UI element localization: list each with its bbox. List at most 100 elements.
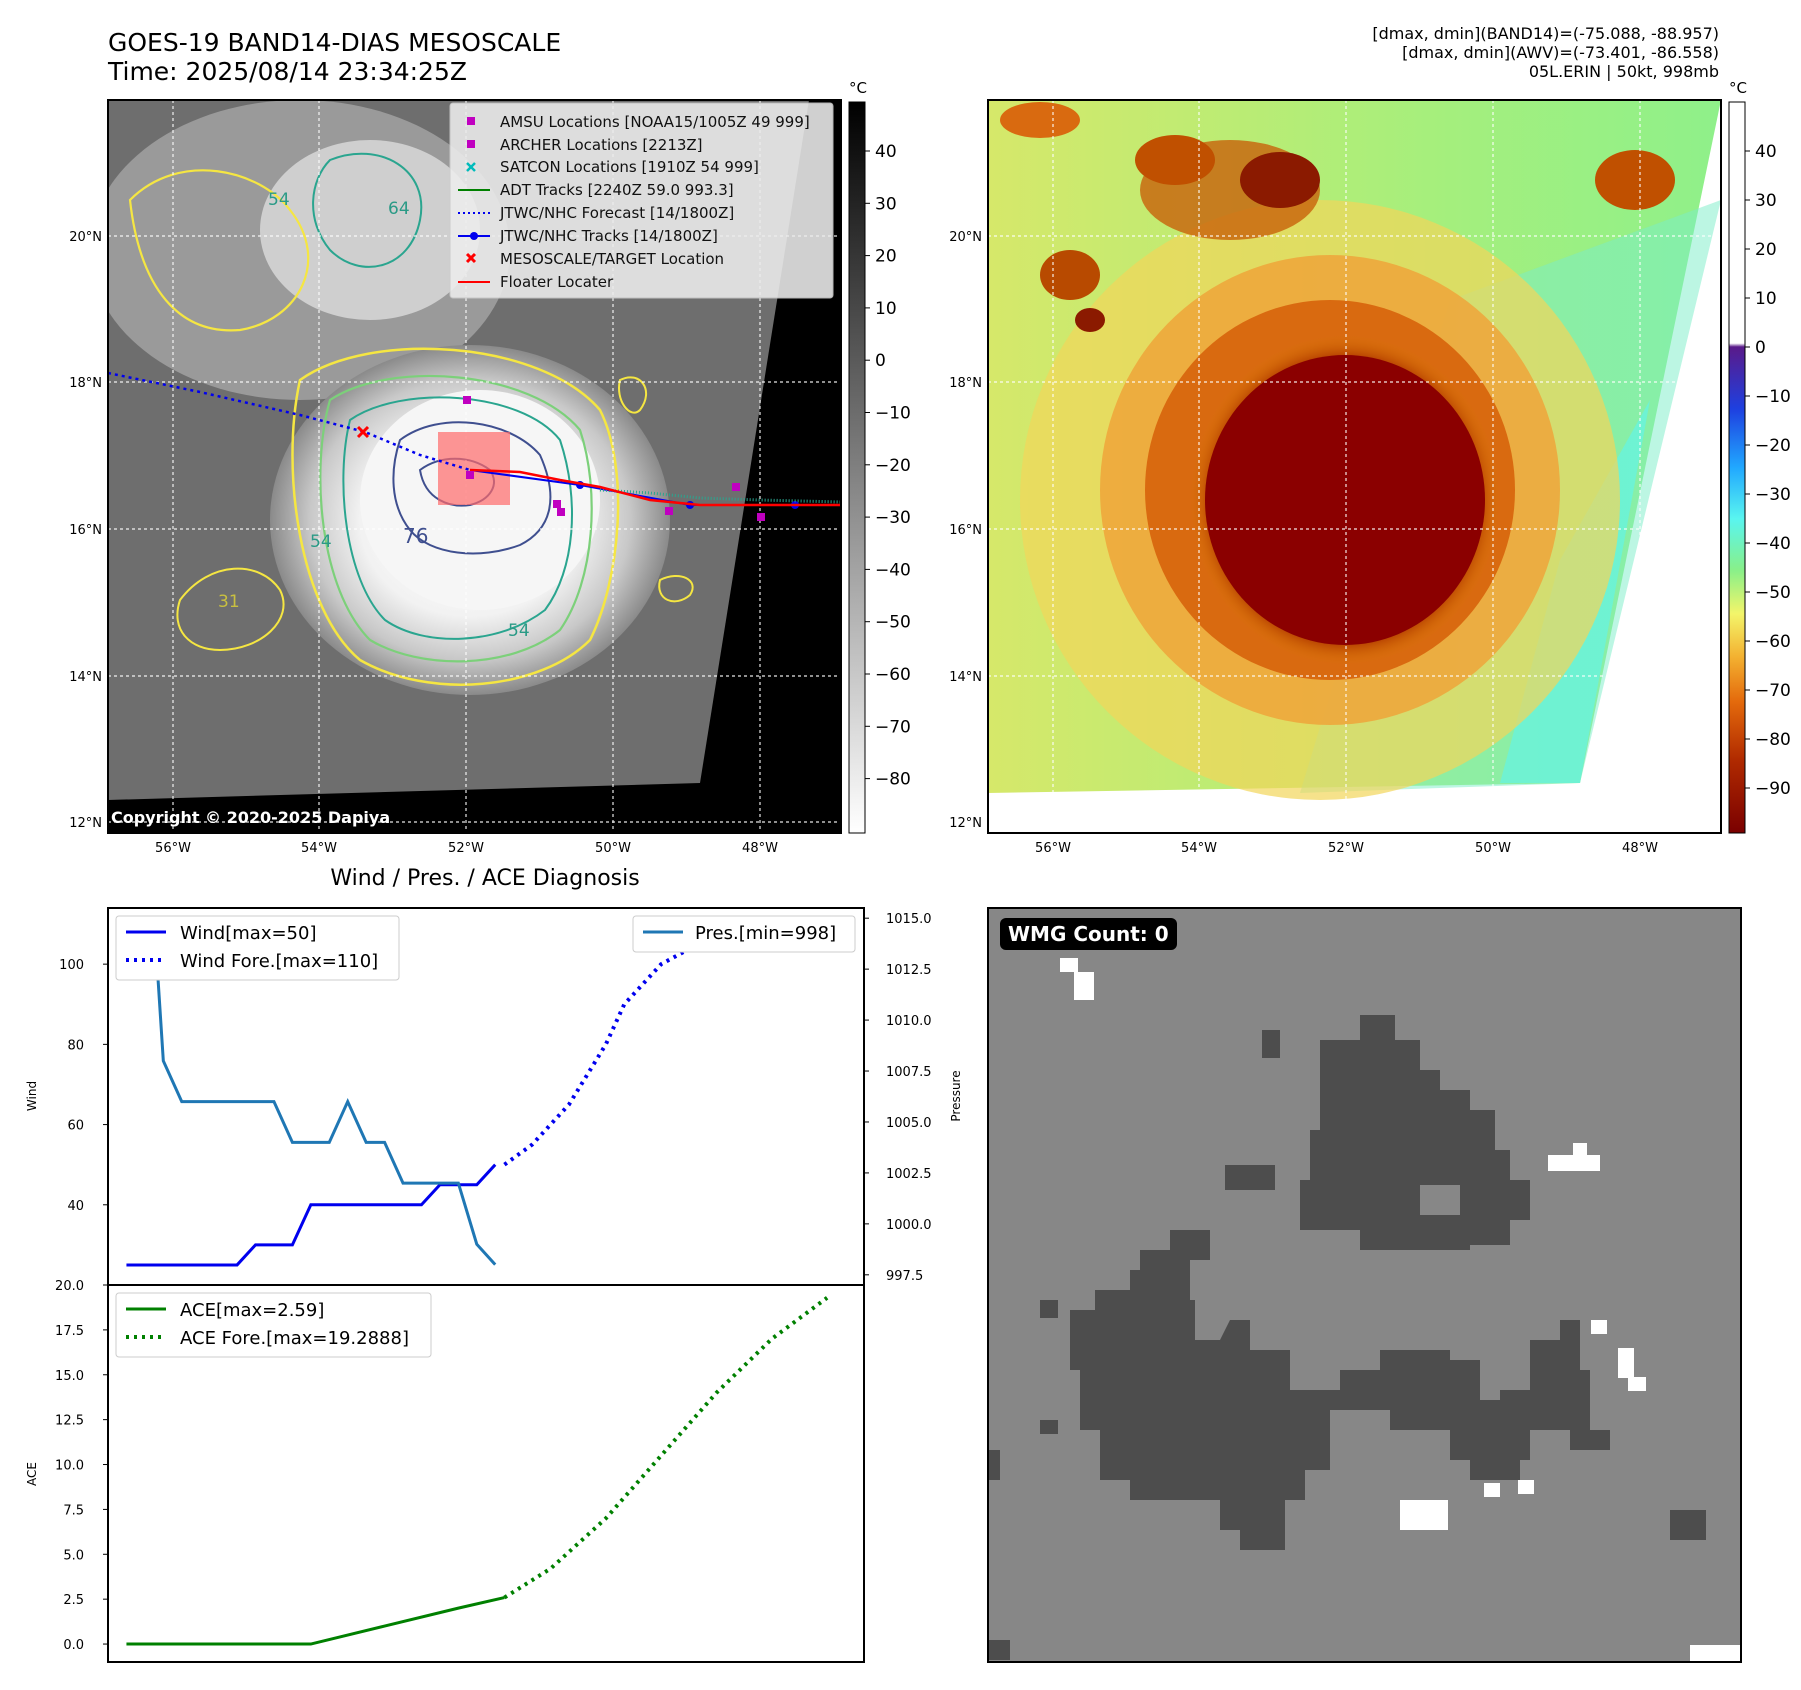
wind-tick-label: 60 — [67, 1119, 84, 1134]
colorbar-tick-label: −20 — [875, 456, 911, 476]
ace-tick-label: 10.0 — [55, 1459, 84, 1474]
legend-adt: ADT Tracks [2240Z 59.0 993.3] — [500, 181, 734, 199]
colorbar-tick-label: −30 — [875, 508, 911, 528]
legend-target-icon — [465, 252, 477, 264]
legend-ace-fore: ACE Fore.[max=19.2888] — [180, 1328, 409, 1349]
colorbar-tick-label: −70 — [1755, 681, 1791, 701]
colorbar-tick-label: 10 — [1755, 289, 1777, 309]
map-frame — [107, 99, 842, 834]
pressure-tick-label: 1010.0 — [886, 1014, 932, 1029]
color-ir-map — [988, 100, 1721, 833]
legend-wind-fore: Wind Fore.[max=110] — [180, 951, 378, 972]
wind-ylabel: Wind — [25, 1081, 39, 1111]
ace-tick-label: 5.0 — [63, 1548, 84, 1563]
archer-marker — [665, 507, 673, 515]
lat-label: 20°N — [949, 230, 982, 245]
ace-tick-label: 2.5 — [63, 1593, 84, 1608]
pressure-tick-label: 1002.5 — [886, 1167, 932, 1182]
series-line-2 — [144, 916, 497, 1266]
map-legend: AMSU Locations [NOAA15/1005Z 49 999] ARC… — [449, 102, 834, 299]
floater-track — [469, 468, 841, 507]
lat-label: 14°N — [69, 670, 102, 685]
archer-marker — [466, 471, 474, 479]
colorbar-tick-label: −40 — [875, 560, 911, 580]
legend-amsu-icon — [467, 117, 475, 125]
ace-tick-label: 15.0 — [55, 1369, 84, 1384]
lat-label: 18°N — [949, 376, 982, 391]
contour-label: 54 — [508, 621, 530, 641]
legend-forecast: JTWC/NHC Forecast [14/1800Z] — [499, 204, 734, 222]
contour-label: 54 — [310, 532, 332, 552]
lon-label: 56°W — [1035, 841, 1071, 856]
legend-pressure: Pres.[min=998] — [695, 923, 836, 944]
pressure-tick-label: 1012.5 — [886, 963, 932, 978]
colorbar-tick-label: 30 — [1755, 191, 1777, 211]
pressure-tick-label: 1015.0 — [886, 912, 932, 927]
wmg-panel — [988, 908, 1741, 1662]
lat-label: 18°N — [69, 376, 102, 391]
colorbar-tick-label: −70 — [875, 717, 911, 737]
map2-frame — [987, 99, 1722, 834]
legend-satcon: SATCON Locations [1910Z 54 999] — [500, 158, 759, 176]
colorbar-tick-label: −10 — [1755, 387, 1791, 407]
lon-label: 50°W — [595, 841, 631, 856]
colorbar-tick-label: −30 — [1755, 485, 1791, 505]
lon-label: 56°W — [155, 841, 191, 856]
lat-label: 12°N — [69, 816, 102, 831]
stats-line-3: 05L.ERIN | 50kt, 998mb — [1528, 62, 1719, 81]
pressure-tick-label: 997.5 — [886, 1269, 923, 1284]
colorbar-tick-label: 20 — [1755, 240, 1777, 260]
pressure-legend: Pres.[min=998] — [632, 915, 856, 953]
ace-tick-label: 7.5 — [63, 1503, 84, 1518]
colorbar-tick-label: −10 — [875, 404, 911, 424]
legend-archer-icon — [467, 140, 475, 148]
legend-amsu: AMSU Locations [NOAA15/1005Z 49 999] — [500, 113, 810, 131]
colorbar-tick-label: −20 — [1755, 436, 1791, 456]
amsu-marker — [463, 396, 471, 404]
ace-legend: ACE[max=2.59] ACE Fore.[max=19.2888] — [115, 1292, 432, 1358]
pressure-ylabel: Pressure — [949, 1070, 963, 1121]
adt-track — [599, 488, 841, 504]
wmg-count-badge: WMG Count: 0 — [1000, 918, 1177, 950]
colorbar-tick-label: −80 — [1755, 730, 1791, 750]
grayscale-ir-map: 54 64 54 76 54 31 AMSU Locations [NOAA15… — [108, 100, 841, 833]
wind-tick-label: 80 — [67, 1038, 84, 1053]
ace-ylabel: ACE — [25, 1462, 39, 1486]
wmg-frame — [987, 907, 1742, 1663]
lon-label: 48°W — [742, 841, 778, 856]
colorbar-tick-label: −50 — [875, 613, 911, 633]
mesoscale-box — [438, 432, 510, 505]
diag-title: Wind / Pres. / ACE Diagnosis — [330, 866, 640, 891]
colorbar-tick-label: −80 — [875, 770, 911, 790]
lat-label: 16°N — [69, 523, 102, 538]
contour-label: 54 — [268, 190, 290, 210]
ace-tick-label: 20.0 — [55, 1279, 84, 1294]
series-line-0 — [126, 1163, 497, 1267]
lon-label: 48°W — [1622, 841, 1658, 856]
legend-target: MESOSCALE/TARGET Location — [500, 250, 724, 268]
wind-tick-label: 40 — [67, 1199, 84, 1214]
legend-satcon-icon — [466, 162, 476, 172]
lon-label: 54°W — [301, 841, 337, 856]
colorbar-tick-label: 20 — [875, 247, 897, 267]
archer-marker — [553, 500, 561, 508]
colorbar-tick-label: 0 — [1755, 338, 1766, 358]
title-line-1: GOES-19 BAND14-DIAS MESOSCALE — [108, 28, 562, 57]
lat-label: 20°N — [69, 230, 102, 245]
colorbar-tick-label: 0 — [875, 351, 886, 371]
archer-marker — [732, 483, 740, 491]
color-colorbar — [1728, 101, 1746, 834]
colorbar-tick-label: 30 — [875, 194, 897, 214]
lat-label: 14°N — [949, 670, 982, 685]
contour-label: 64 — [388, 199, 410, 219]
ace-tick-label: 12.5 — [55, 1414, 84, 1429]
lon-label: 52°W — [448, 841, 484, 856]
archer-marker — [557, 508, 565, 516]
colorbar-tick-label: 10 — [875, 299, 897, 319]
copyright-text: Copyright © 2020-2025 Dapiya — [111, 808, 391, 827]
colorbar-tick-label: 40 — [1755, 142, 1777, 162]
color-colorbar-unit: °C — [1729, 79, 1747, 97]
wind-tick-label: 100 — [59, 958, 84, 973]
ace-tick-label: 0.0 — [63, 1638, 84, 1653]
